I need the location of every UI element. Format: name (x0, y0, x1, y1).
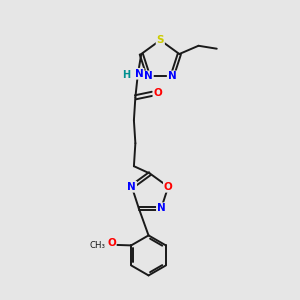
Text: S: S (157, 35, 164, 45)
Text: N: N (144, 71, 153, 81)
Text: N: N (157, 203, 166, 213)
Text: O: O (107, 238, 116, 248)
Text: H: H (122, 70, 130, 80)
Text: N: N (168, 71, 176, 81)
Text: CH₃: CH₃ (90, 241, 106, 250)
Text: N: N (128, 182, 136, 192)
Text: O: O (153, 88, 162, 98)
Text: N: N (135, 69, 144, 79)
Text: O: O (164, 182, 172, 192)
